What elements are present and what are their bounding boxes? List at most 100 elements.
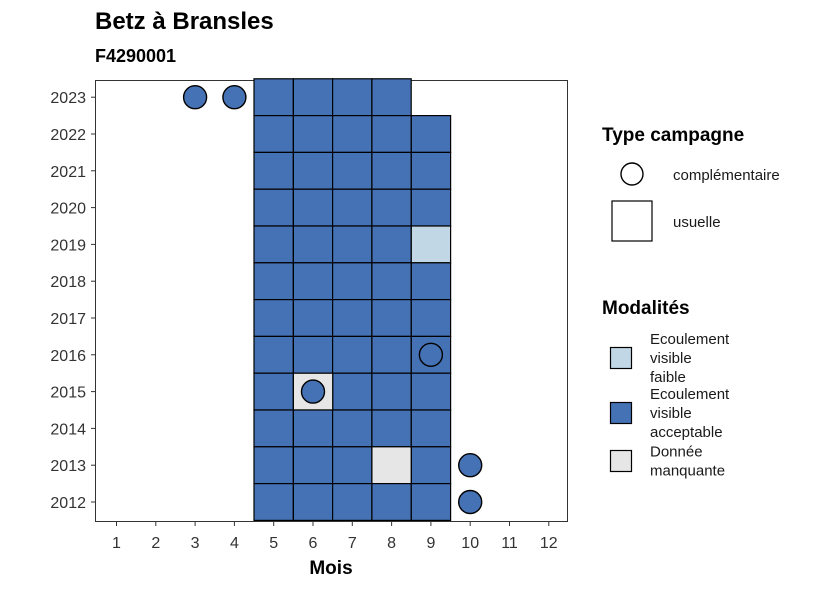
tile-2019-6	[292, 225, 334, 264]
tile-2016-6	[292, 335, 334, 374]
tile-2014-9	[410, 409, 452, 448]
tile-2021-6	[292, 151, 334, 190]
tile-2021-5	[253, 151, 294, 190]
tile-2017-7	[332, 299, 373, 338]
x-tick-label: 1	[112, 535, 121, 552]
tile-2018-6	[292, 262, 334, 301]
tile-2018-9	[410, 262, 452, 301]
tile-2018-8	[371, 262, 412, 301]
tile-2016-7	[332, 335, 373, 374]
x-tick-label: 8	[387, 535, 396, 552]
tile-2016-8	[371, 335, 412, 374]
x-tick-label: 11	[501, 535, 518, 552]
tile-2021-7	[332, 151, 373, 190]
tile-2015-7	[332, 372, 373, 411]
legend-square-swatch	[611, 200, 653, 242]
point-2023-3	[182, 84, 208, 110]
legend-modalite-swatch	[609, 401, 633, 425]
tile-2021-8	[371, 151, 412, 190]
x-axis: 1 2 3 4 5 6 7 8 9 10 11 12	[112, 521, 558, 552]
tile-2023-6	[292, 78, 334, 117]
point-2016-9	[418, 342, 444, 367]
tile-2012-7	[332, 483, 373, 522]
legend-modalite-label: Ecoulement visible acceptable	[650, 386, 730, 441]
tile-2023-5	[253, 78, 294, 117]
y-tick-label: 2023	[50, 90, 86, 107]
tile-2020-5	[253, 188, 294, 227]
y-tick-label: 2018	[50, 274, 86, 291]
legend-circle-swatch	[620, 162, 644, 186]
x-tick-label: 7	[348, 535, 357, 552]
tile-2022-7	[332, 114, 373, 153]
y-axis: 2012 2013 2014 2015 2016 2017 2018 2019 2020 2021…	[50, 90, 96, 512]
y-tick-label: 2022	[50, 127, 86, 144]
tile-2013-8	[371, 446, 412, 485]
tile-2015-9	[410, 372, 452, 411]
tile-2012-5	[253, 483, 294, 522]
x-axis-title: Mois	[309, 558, 352, 579]
tile-2014-5	[253, 409, 294, 448]
x-tick-label: 6	[309, 535, 318, 552]
tile-2020-7	[332, 188, 373, 227]
y-tick-label: 2014	[50, 421, 86, 438]
tile-2022-5	[253, 114, 294, 153]
x-tick-label: 3	[191, 535, 200, 552]
legend-type-label: usuelle	[673, 214, 721, 231]
legend-modalites-title: Modalités	[602, 298, 690, 319]
tile-2020-8	[371, 188, 412, 227]
y-tick-label: 2016	[50, 348, 86, 365]
tile-2014-8	[371, 409, 412, 448]
tile-2019-9	[410, 225, 452, 264]
tile-2015-5	[253, 372, 294, 411]
chart-subtitle: F4290001	[95, 46, 176, 66]
circles-layer	[182, 84, 483, 515]
legend: Type campagne complémentaire usuelle Modali…	[602, 125, 780, 480]
y-tick-label: 2012	[50, 495, 86, 512]
tile-2018-7	[332, 262, 373, 301]
tile-2022-6	[292, 114, 334, 153]
point-2012-10	[458, 489, 483, 515]
tile-2021-9	[410, 151, 452, 190]
tile-2018-5	[253, 262, 294, 301]
legend-modalite-label: Ecoulement visible faible	[650, 331, 730, 386]
tile-2012-6	[292, 483, 334, 522]
tile-2017-9	[410, 299, 452, 338]
tile-2022-8	[371, 114, 412, 153]
y-tick-label: 2019	[50, 237, 86, 254]
tiles-layer	[253, 78, 452, 522]
legend-modalite-swatch	[609, 449, 633, 473]
y-tick-label: 2015	[50, 385, 86, 402]
legend-type-label: complémentaire	[673, 167, 780, 184]
tile-2012-8	[371, 483, 412, 522]
tile-2017-6	[292, 299, 334, 338]
legend-modalite-label: Donnée manquante	[650, 444, 725, 480]
tile-2022-9	[410, 114, 452, 153]
point-2013-10	[458, 453, 483, 478]
tile-2013-7	[332, 446, 373, 485]
y-tick-label: 2017	[50, 311, 86, 328]
tile-2012-9	[410, 483, 452, 522]
tile-2023-7	[332, 78, 373, 117]
tile-2020-6	[292, 188, 334, 227]
tile-2023-8	[371, 78, 412, 117]
tile-2017-8	[371, 299, 412, 338]
tile-2015-8	[371, 372, 412, 411]
tile-2014-7	[332, 409, 373, 448]
x-tick-label: 5	[269, 535, 278, 552]
point-2015-6	[300, 379, 326, 404]
x-tick-label: 9	[426, 535, 435, 552]
tile-2019-5	[253, 225, 294, 264]
tile-2016-5	[253, 335, 294, 374]
y-tick-label: 2021	[50, 164, 86, 181]
tile-2020-9	[410, 188, 452, 227]
tile-2013-5	[253, 446, 294, 485]
point-2023-4	[222, 84, 247, 110]
x-tick-label: 10	[461, 535, 479, 552]
x-tick-label: 12	[540, 535, 558, 552]
x-tick-label: 2	[151, 535, 160, 552]
tile-2014-6	[292, 409, 334, 448]
y-tick-label: 2020	[50, 201, 86, 218]
x-tick-label: 4	[230, 535, 239, 552]
y-tick-label: 2013	[50, 458, 86, 475]
